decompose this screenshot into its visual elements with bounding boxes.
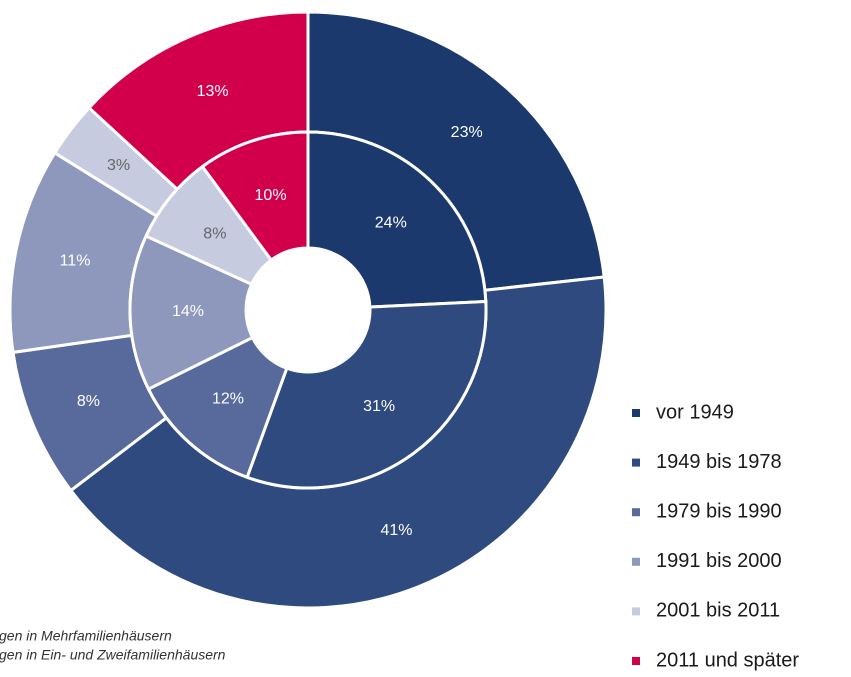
legend: vor 1949 1949 bis 1978 1979 bis 1990 1991 b… [632,401,799,671]
data-label: 8% [203,226,226,243]
data-label: 12% [212,391,244,408]
legend-swatch [632,657,640,665]
ring-caption: gen in Ein- und Zweifamilienhäusern [0,647,226,663]
donut-segment [306,130,488,309]
legend-swatch [632,508,640,517]
donut-segment [128,234,255,392]
data-label: 3% [107,157,130,174]
data-label: 10% [255,187,287,204]
data-label: 24% [375,214,407,231]
donut-segment [200,130,310,263]
data-label: 41% [380,522,412,539]
legend-label: 2011 und später [656,649,799,671]
ring-caption: gen in Mehrfamilienhäusern [0,628,172,644]
legend-label: 1979 bis 1990 [656,500,782,522]
legend-swatch [632,607,640,616]
legend-swatch [632,557,640,566]
donut: 23% 41% 8% 11% 3% 13% 24% 31% 12% 14% 8% 10% [8,10,608,610]
data-label: 31% [363,398,395,415]
data-label: 13% [197,83,229,100]
legend-label: 1991 bis 2000 [656,550,782,572]
data-label: 14% [172,303,204,320]
legend-label: 2001 bis 2011 [656,600,780,622]
data-label: 8% [77,393,100,410]
legend-swatch [632,458,640,467]
data-label: 23% [451,124,483,141]
legend-label: vor 1949 [656,401,734,423]
legend-swatch [632,409,640,417]
donut-segment [245,299,488,490]
legend-label: 1949 bis 1978 [656,451,782,473]
data-label: 11% [60,252,91,269]
